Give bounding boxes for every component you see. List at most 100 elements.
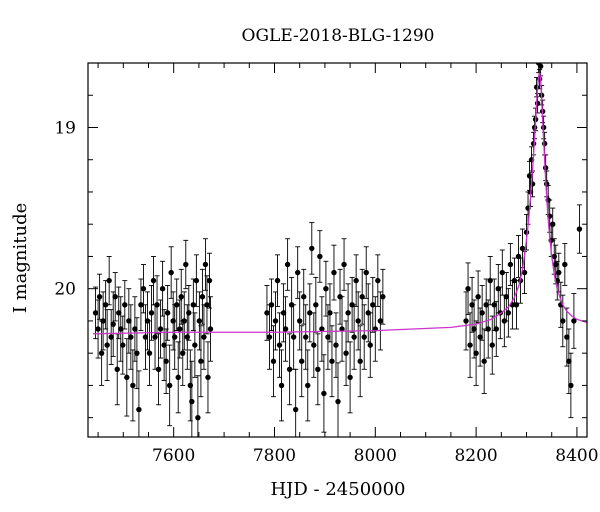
data-point (104, 342, 110, 348)
data-point (106, 277, 112, 284)
data-point (180, 350, 186, 356)
data-point (526, 173, 533, 179)
data-point (150, 277, 157, 284)
data-point (319, 326, 325, 332)
data-point (483, 302, 489, 308)
data-point (102, 302, 109, 308)
data-point (475, 294, 481, 300)
data-point (380, 294, 386, 300)
data-point (349, 302, 355, 308)
data-point (140, 285, 147, 292)
data-point (501, 318, 508, 324)
data-point (370, 302, 376, 308)
data-point (473, 350, 479, 356)
data-point (280, 310, 287, 316)
data-point (507, 261, 514, 268)
data-point (168, 269, 174, 276)
data-point (479, 310, 485, 316)
data-point (361, 334, 367, 340)
data-point (313, 302, 319, 308)
data-point (128, 334, 134, 340)
data-point (178, 294, 184, 300)
data-point (305, 382, 311, 389)
data-point (550, 221, 556, 227)
data-point (142, 334, 149, 340)
data-point (541, 140, 548, 147)
data-point (92, 310, 99, 316)
data-point (196, 318, 203, 324)
data-point (341, 261, 347, 268)
data-point (534, 100, 541, 107)
data-point (199, 294, 206, 300)
data-point (359, 294, 365, 300)
data-point (284, 261, 291, 268)
data-point (335, 398, 341, 405)
data-point (357, 358, 363, 364)
data-point (469, 302, 475, 308)
axes: 7600 7800 8000 8200 8400 19 20 (54, 62, 599, 466)
plot-frame (87, 62, 588, 438)
data-point (266, 334, 273, 340)
x-tick-label: 8200 (454, 446, 497, 466)
data-point (487, 277, 493, 284)
data-point (204, 302, 210, 308)
data-point (132, 326, 138, 332)
data-point (503, 294, 510, 300)
data-point (100, 318, 106, 324)
data-point (491, 302, 497, 308)
data-point (489, 342, 495, 348)
data-point (144, 318, 151, 324)
data-point (124, 374, 130, 381)
data-point (375, 277, 381, 284)
data-point (206, 277, 213, 284)
data-point (154, 302, 160, 308)
data-point (98, 350, 105, 356)
data-point (110, 321, 116, 327)
x-tick-label: 7600 (152, 446, 195, 466)
x-axis-title: HJD - 2450000 (270, 479, 405, 500)
data-point (264, 310, 270, 316)
data-point (187, 382, 194, 389)
data-point (355, 318, 361, 324)
data-point (564, 334, 570, 340)
data-point (270, 358, 277, 364)
data-point (112, 294, 118, 300)
data-point (323, 285, 329, 292)
data-point (325, 334, 331, 340)
data-point (331, 269, 337, 276)
data-point (202, 261, 209, 268)
chart-title: OGLE-2018-BLG-1290 (242, 26, 435, 46)
data-point (190, 302, 197, 308)
y-tick-label: 19 (54, 118, 76, 138)
data-point (195, 414, 201, 421)
data-point (327, 310, 333, 316)
data-point (333, 342, 339, 348)
data-point (537, 63, 544, 69)
data-point (329, 358, 335, 364)
data-point (288, 302, 295, 308)
data-point (529, 181, 536, 187)
data-point (205, 374, 211, 381)
data-point (181, 318, 187, 324)
data-point (519, 245, 526, 252)
data-point (505, 310, 512, 316)
data-point (571, 318, 577, 324)
data-point (148, 310, 155, 316)
data-point (198, 358, 204, 364)
x-tick-label: 8000 (354, 446, 397, 466)
data-point (118, 326, 124, 332)
data-point (272, 318, 279, 324)
x-tick-label: 8400 (555, 446, 598, 466)
data-point (465, 285, 471, 292)
data-point (282, 326, 289, 332)
data-point (134, 350, 140, 356)
data-point (562, 261, 568, 268)
data-point (463, 318, 469, 324)
data-point (286, 366, 293, 372)
data-point (365, 310, 371, 316)
data-point (556, 269, 562, 276)
data-point (301, 294, 307, 300)
data-point (177, 326, 183, 332)
data-point (467, 342, 473, 348)
